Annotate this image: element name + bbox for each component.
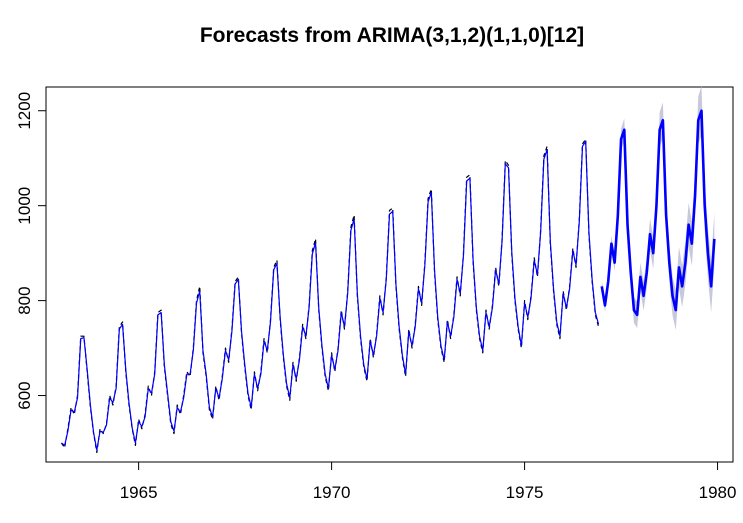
x-tick-label: 1965 bbox=[120, 483, 158, 502]
y-tick-label: 1000 bbox=[15, 187, 34, 225]
y-tick-label: 1200 bbox=[15, 92, 34, 130]
y-tick-label: 600 bbox=[15, 381, 34, 409]
x-axis: 1965 1970 1975 1980 bbox=[120, 461, 737, 502]
series-line-forecast bbox=[600, 109, 716, 317]
series-line-fitted bbox=[61, 140, 600, 451]
y-axis: 600 800 1000 1200 bbox=[15, 92, 47, 410]
x-tick-label: 1970 bbox=[313, 483, 351, 502]
y-tick-label: 800 bbox=[15, 286, 34, 314]
x-tick-label: 1980 bbox=[699, 483, 737, 502]
series-layer bbox=[60, 109, 716, 454]
chart-title: Forecasts from ARIMA(3,1,2)(1,1,0)[12] bbox=[200, 24, 584, 47]
x-tick-label: 1975 bbox=[506, 483, 544, 502]
series-line-observed bbox=[60, 138, 600, 454]
